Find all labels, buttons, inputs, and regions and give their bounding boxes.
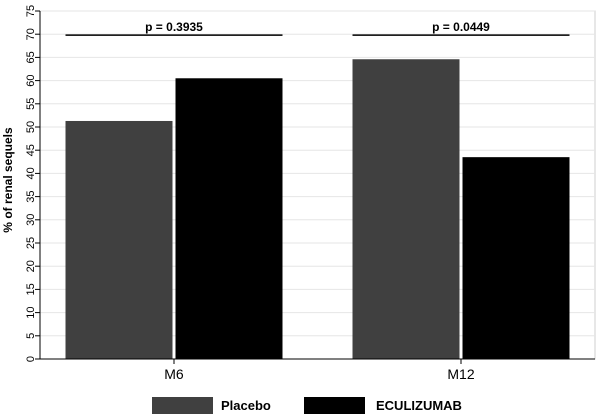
y-tick-label-10: 10 [25,306,37,318]
p-value-label-m6: p = 0.3935 [145,20,203,34]
y-tick-label-65: 65 [25,51,37,63]
y-tick-label-5: 5 [25,333,37,339]
y-tick-label-15: 15 [25,283,37,295]
p-value-label-m12: p = 0.0449 [432,20,490,34]
y-tick-label-20: 20 [25,260,37,272]
legend-swatch-placebo [152,397,213,414]
y-tick-label-45: 45 [25,144,37,156]
y-tick-label-70: 70 [25,28,37,40]
y-tick-label-60: 60 [25,74,37,86]
y-tick-label-25: 25 [25,237,37,249]
legend-swatch-eculizumab [304,397,365,414]
y-tick-label-55: 55 [25,98,37,110]
x-tick-label-m6: M6 [164,366,184,382]
y-tick-label-30: 30 [25,214,37,226]
legend-label-placebo: Placebo [221,398,271,413]
bar-m6-eculizumab [175,78,283,359]
y-tick-label-75: 75 [25,5,37,17]
axes: 0 5 10 15 20 25 30 35 40 45 50 55 60 65 70 75 M6 M12 [25,5,595,382]
annotations: p = 0.3935 p = 0.0449 [65,20,570,36]
bar-m6-placebo [65,120,173,359]
bars [65,59,570,359]
y-axis-title: % of renal sequels [1,127,15,233]
y-tick-label-35: 35 [25,190,37,202]
x-tick-label-m12: M12 [447,366,474,382]
bar-m12-placebo [352,59,460,359]
y-tick-label-0: 0 [25,356,37,362]
bar-m12-eculizumab [462,157,570,359]
y-tick-label-40: 40 [25,167,37,179]
y-tick-label-50: 50 [25,121,37,133]
legend: Placebo ECULIZUMAB [152,397,462,414]
legend-label-eculizumab: ECULIZUMAB [376,398,462,413]
